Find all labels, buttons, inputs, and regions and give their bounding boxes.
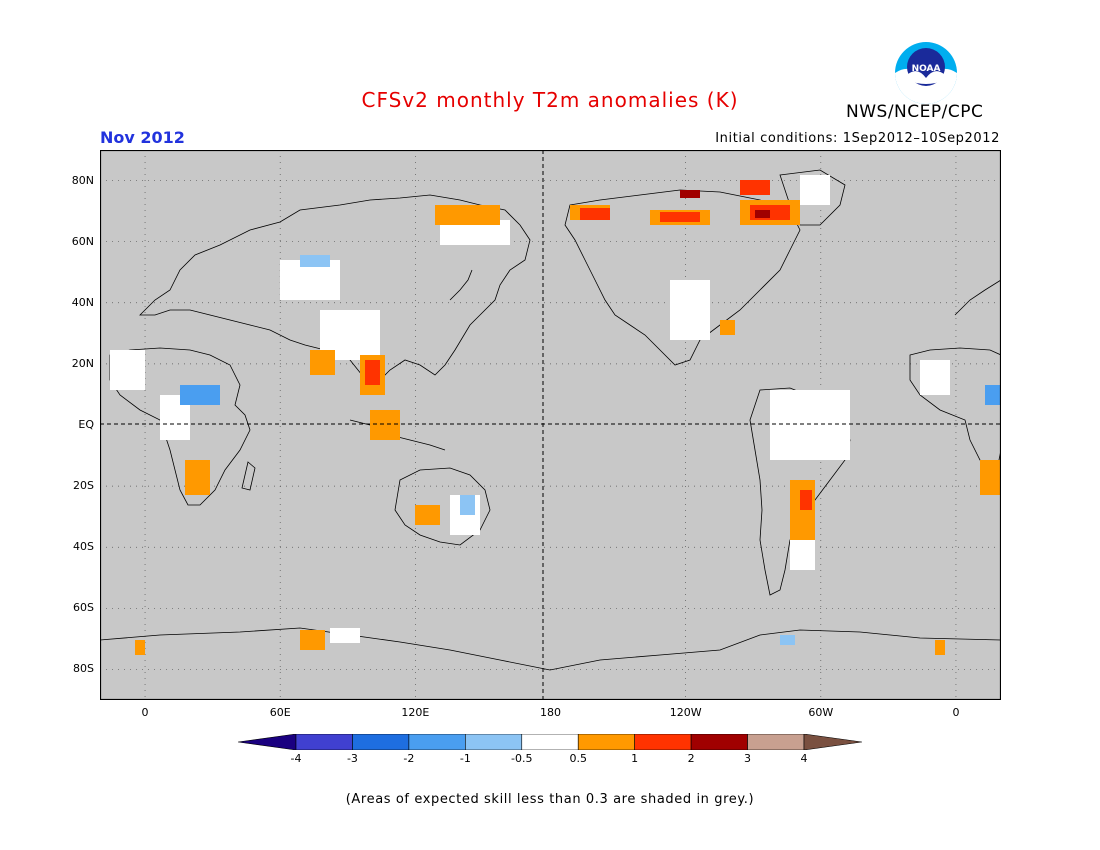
lon-label: 0 (141, 706, 149, 719)
map-frame (100, 150, 1001, 700)
colorbar-segment (747, 734, 805, 750)
colorbar-label: -1 (459, 752, 471, 765)
map-gridlines (100, 150, 1001, 700)
colorbar-label: 1 (631, 752, 639, 765)
coast-antarctica (100, 627, 1001, 671)
coast-africa (109, 347, 251, 506)
colorbar-label: 3 (744, 752, 752, 765)
colorbar-label: -0.5 (511, 752, 533, 765)
colorbar-segment (352, 734, 410, 750)
colorbar-label: 0.5 (569, 752, 587, 765)
valid-month: Nov 2012 (100, 128, 185, 147)
coast-madagascar (241, 461, 256, 491)
anomaly-shading (110, 175, 1001, 655)
colorbar-label: 4 (800, 752, 808, 765)
colorbar-segment (690, 734, 748, 750)
colorbar-label: 2 (687, 752, 695, 765)
lon-label: 120E (401, 706, 430, 719)
map-background (100, 150, 1001, 700)
colorbar-segment (465, 734, 523, 750)
colorbar-segment (634, 734, 692, 750)
lat-label: 80N (71, 173, 94, 187)
lon-label: 180 (540, 706, 561, 719)
lat-label: 20N (71, 356, 94, 370)
colorbar-segment (295, 734, 353, 750)
lon-label: 120W (669, 706, 702, 719)
lat-label: 40N (71, 295, 94, 309)
footnote: (Areas of expected skill less than 0.3 a… (345, 792, 755, 807)
anomaly-map (100, 150, 1001, 700)
lat-label: 60S (73, 601, 94, 615)
coast-eurasia (139, 194, 531, 386)
lon-label: 60W (808, 706, 834, 719)
colorbar-segment (521, 734, 579, 750)
coast-wrap-east (954, 279, 1001, 316)
lat-label: EQ (78, 418, 94, 431)
lon-label: 60E (269, 706, 291, 719)
colorbar-label: -2 (403, 752, 415, 765)
colorbar-label: -4 (290, 752, 302, 765)
colorbar-segment (577, 734, 635, 750)
colorbar-low-arrow (238, 734, 297, 750)
lat-label: 80S (73, 662, 94, 676)
colorbar-high-arrow (803, 734, 862, 750)
chart-title: CFSv2 monthly T2m anomalies (K) (361, 88, 739, 112)
lat-label: 20S (73, 479, 94, 493)
lat-label: 40S (73, 540, 94, 554)
colorbar-label: -3 (346, 752, 358, 765)
noaa-logo: NOAA (895, 42, 957, 104)
initial-conditions: Initial conditions: 1Sep2012–10Sep2012 (715, 131, 1000, 146)
lat-label: 60N (71, 234, 94, 248)
colorbar (238, 734, 862, 750)
logo-text: NOAA (912, 64, 941, 74)
coast-japan (449, 269, 473, 301)
lon-label: 0 (952, 706, 960, 719)
organization-label: NWS/NCEP/CPC (846, 102, 984, 122)
colorbar-segment (408, 734, 466, 750)
